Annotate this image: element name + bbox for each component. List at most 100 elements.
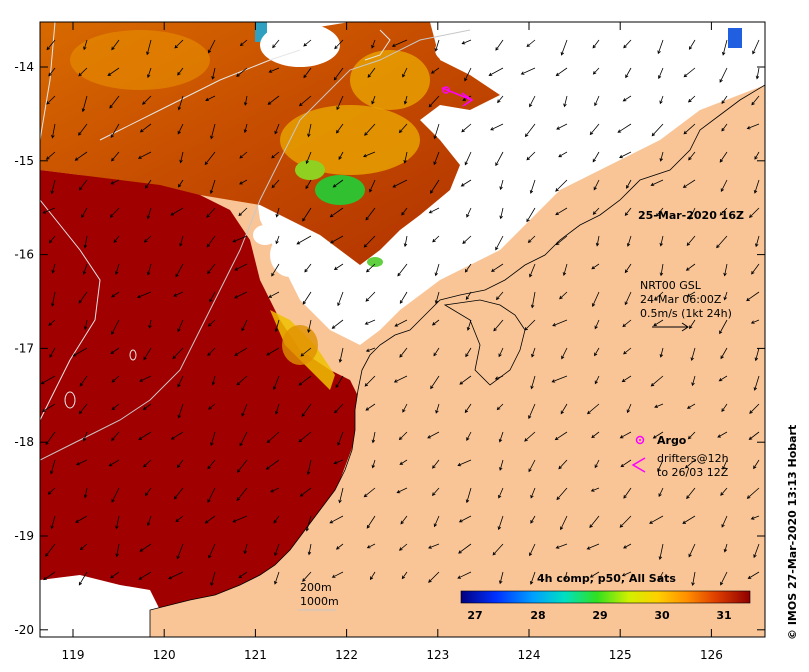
current-arrow-icon: [619, 431, 632, 439]
current-arrow-icon: [211, 67, 216, 80]
current-arrow-icon: [464, 151, 472, 166]
current-arrow-icon: [299, 487, 312, 497]
current-arrow-icon: [333, 67, 344, 81]
current-arrow-icon: [621, 571, 632, 577]
current-arrow-icon: [626, 179, 632, 189]
current-arrow-icon: [363, 235, 376, 248]
current-arrow-icon: [434, 263, 440, 277]
current-arrow-icon: [110, 123, 120, 139]
current-arrow-icon: [302, 571, 312, 582]
current-arrow-icon: [526, 151, 536, 161]
current-arrow-icon: [205, 95, 216, 101]
current-arrow-icon: [747, 571, 760, 579]
current-arrow-icon: [688, 151, 696, 161]
current-info-line-3: 0.5m/s (1kt 24h): [640, 307, 732, 320]
current-arrow-icon: [746, 123, 760, 130]
sst-plume: [282, 325, 318, 365]
current-arrow-icon: [178, 179, 184, 188]
current-arrow-icon: [173, 291, 184, 297]
current-arrow-icon: [329, 515, 344, 524]
current-arrow-icon: [363, 151, 376, 158]
current-arrow-icon: [686, 291, 696, 297]
current-arrow-icon: [686, 235, 696, 247]
current-arrow-icon: [83, 487, 88, 499]
current-arrow-icon: [274, 571, 280, 585]
current-arrow-icon: [555, 235, 568, 246]
current-arrow-icon: [399, 347, 408, 358]
current-arrow-icon: [241, 319, 248, 332]
current-arrow-icon: [499, 207, 504, 220]
current-arrow-icon: [336, 123, 344, 134]
current-arrow-icon: [530, 487, 536, 499]
current-arrow-icon: [431, 319, 440, 326]
drifters-label-1: drifters@12h: [657, 452, 729, 465]
current-arrow-icon: [622, 95, 632, 102]
current-arrow-icon: [274, 403, 280, 415]
y-tick-label: -18: [14, 435, 34, 449]
current-arrow-icon: [172, 347, 184, 360]
current-arrow-icon: [555, 67, 568, 77]
current-arrow-icon: [492, 543, 504, 556]
current-arrow-icon: [624, 291, 632, 306]
current-arrow-icon: [683, 67, 696, 78]
current-arrow-icon: [51, 123, 56, 139]
current-arrow-icon: [753, 543, 760, 559]
current-arrow-icon: [524, 431, 536, 442]
current-arrow-icon: [720, 179, 728, 193]
current-arrow-icon: [273, 515, 280, 524]
current-arrow-icon: [367, 67, 376, 78]
current-arrow-icon: [333, 459, 344, 465]
current-arrow-icon: [46, 95, 56, 105]
contour-label-200m: 200m: [300, 581, 332, 594]
current-arrow-icon: [364, 123, 376, 136]
current-arrow-icon: [623, 39, 632, 49]
cloud-area: [435, 35, 485, 65]
current-arrow-icon: [139, 543, 152, 552]
current-arrow-icon: [298, 375, 312, 386]
current-arrow-icon: [688, 39, 696, 50]
current-arrow-icon: [211, 375, 216, 386]
current-arrows: [40, 39, 760, 587]
current-arrow-icon: [271, 179, 280, 189]
current-arrow-icon: [466, 431, 472, 441]
current-arrow-icon: [625, 67, 632, 79]
current-arrow-icon: [460, 179, 472, 187]
x-tick-label: 119: [62, 648, 85, 662]
current-arrow-icon: [146, 207, 152, 220]
current-arrow-icon: [530, 375, 536, 390]
current-arrow-icon: [560, 515, 568, 531]
current-arrow-icon: [139, 375, 152, 382]
current-arrow-icon: [686, 487, 696, 500]
current-arrow-icon: [303, 67, 312, 79]
current-arrow-icon: [624, 207, 632, 216]
current-arrow-icon: [177, 67, 184, 76]
current-arrow-icon: [720, 571, 728, 586]
current-info-line-1: NRT00 GSL: [640, 279, 702, 292]
current-arrow-icon: [562, 263, 568, 277]
current-arrow-icon: [594, 375, 600, 385]
current-arrow-icon: [723, 291, 728, 301]
current-arrow-icon: [659, 95, 664, 105]
sst-mid-patch: [280, 105, 420, 175]
current-arrow-icon: [74, 151, 88, 161]
x-tick-label: 121: [244, 648, 267, 662]
current-arrow-icon: [560, 39, 568, 56]
coastline-land: [149, 84, 765, 637]
current-arrow-icon: [296, 235, 312, 245]
current-arrow-icon: [719, 67, 728, 83]
current-arrow-icon: [81, 207, 88, 219]
current-arrow-icon: [111, 375, 120, 383]
current-arrow-icon: [619, 515, 632, 528]
current-arrow-icon: [234, 263, 248, 271]
sst-cool-patch: [315, 175, 365, 205]
current-arrow-icon: [457, 459, 472, 467]
current-arrow-icon: [558, 459, 568, 470]
current-arrow-icon: [752, 39, 760, 55]
y-axis: -14 -15 -16 -17 -18 -19 -20: [14, 60, 765, 637]
current-arrow-icon: [176, 459, 184, 469]
current-arrow-icon: [174, 39, 184, 49]
current-arrow-icon: [689, 319, 696, 330]
current-arrow-icon: [592, 151, 600, 163]
current-arrow-icon: [753, 375, 760, 391]
current-arrow-icon: [721, 403, 728, 412]
